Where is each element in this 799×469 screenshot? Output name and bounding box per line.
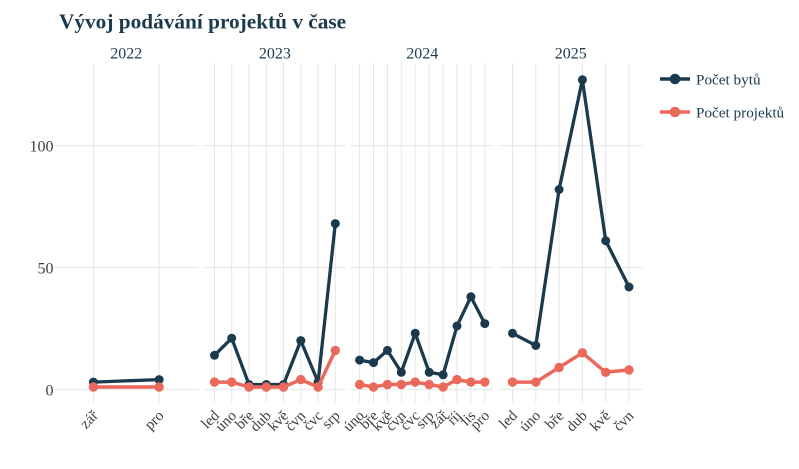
svg-text:Počet projektů: Počet projektů [696,105,785,122]
svg-text:2023: 2023 [259,46,291,63]
svg-text:50: 50 [38,261,54,278]
svg-text:Počet bytů: Počet bytů [696,72,761,89]
svg-text:100: 100 [30,139,54,156]
svg-text:2024: 2024 [406,46,438,63]
svg-text:2022: 2022 [110,46,142,63]
svg-text:Vývoj podávání projektů v čase: Vývoj podávání projektů v čase [59,10,346,34]
svg-text:2025: 2025 [555,46,587,63]
svg-text:0: 0 [46,382,54,399]
